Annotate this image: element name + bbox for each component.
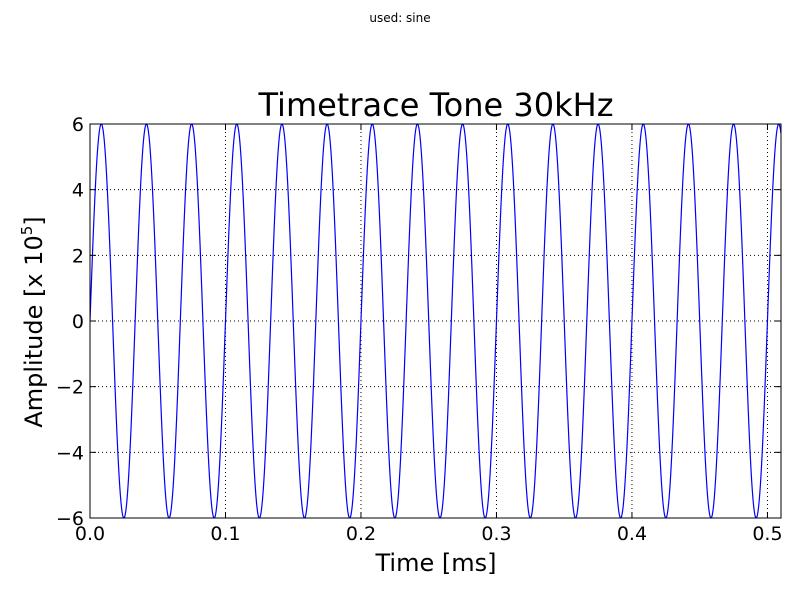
x-axis-label: Time [ms] — [375, 549, 497, 577]
y-axis-label-main: Amplitude [x 10 — [20, 235, 48, 427]
chart-title: Timetrace Tone 30kHz — [257, 86, 613, 124]
x-tick-label: 0.5 — [752, 523, 782, 545]
suptitle-note: used: sine — [369, 11, 430, 25]
y-tick-labels: −6 −4 −2 0 2 4 6 — [56, 114, 84, 530]
y-tick-label: −2 — [56, 377, 84, 399]
series-line-sine — [90, 124, 781, 518]
x-tick-label: 0.3 — [481, 523, 511, 545]
x-tick-label: 0.0 — [75, 523, 105, 545]
y-tick-label: 4 — [72, 180, 84, 202]
x-tick-label: 0.4 — [617, 523, 647, 545]
x-tick-labels: 0.0 0.1 0.2 0.3 0.4 0.5 — [75, 523, 783, 545]
plot-area — [90, 124, 781, 518]
y-tick-label: −4 — [56, 442, 84, 464]
y-tick-label: 6 — [72, 114, 84, 136]
y-axis-label: Amplitude [x 105] — [18, 216, 48, 427]
y-tick-label: 2 — [72, 245, 84, 267]
y-axis-label-exponent: 5 — [18, 226, 36, 236]
x-tick-label: 0.1 — [210, 523, 240, 545]
y-axis-label-close: ] — [20, 216, 48, 225]
y-tick-label: 0 — [72, 311, 84, 333]
y-tick-label: −6 — [56, 508, 84, 530]
x-tick-label: 0.2 — [346, 523, 376, 545]
axis-ticks — [89, 123, 781, 519]
